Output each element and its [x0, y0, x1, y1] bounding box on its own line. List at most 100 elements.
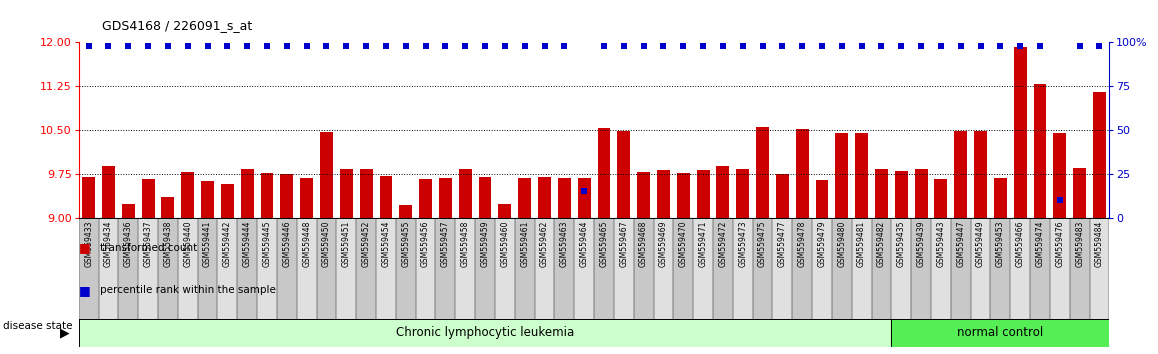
- Bar: [1090, 218, 1109, 319]
- Bar: [455, 218, 475, 319]
- Text: GSM559459: GSM559459: [481, 221, 490, 267]
- Text: GSM559456: GSM559456: [422, 221, 430, 267]
- Bar: [360, 169, 373, 218]
- Bar: [831, 218, 852, 319]
- Text: GSM559464: GSM559464: [580, 221, 588, 267]
- Text: GSM559449: GSM559449: [976, 221, 985, 267]
- Point: [615, 43, 633, 49]
- Bar: [875, 169, 888, 218]
- Point: [119, 43, 138, 49]
- Bar: [694, 218, 713, 319]
- Point: [515, 43, 534, 49]
- Text: GSM559447: GSM559447: [957, 221, 966, 267]
- Bar: [931, 218, 951, 319]
- Point: [911, 43, 930, 49]
- Point: [218, 43, 236, 49]
- Bar: [475, 218, 494, 319]
- Bar: [772, 218, 792, 319]
- Text: GSM559445: GSM559445: [263, 221, 271, 267]
- Bar: [1054, 133, 1067, 218]
- Bar: [182, 172, 195, 218]
- Point: [892, 43, 910, 49]
- Text: disease state: disease state: [3, 321, 73, 331]
- Point: [1090, 43, 1108, 49]
- Text: GSM559480: GSM559480: [837, 221, 846, 267]
- Point: [635, 43, 653, 49]
- Point: [198, 43, 217, 49]
- Bar: [717, 166, 730, 218]
- Bar: [435, 218, 455, 319]
- Bar: [915, 169, 928, 218]
- Bar: [753, 218, 772, 319]
- Point: [555, 43, 573, 49]
- Bar: [574, 218, 594, 319]
- Text: GSM559475: GSM559475: [758, 221, 767, 267]
- Bar: [320, 132, 334, 218]
- Bar: [555, 218, 574, 319]
- Text: GSM559454: GSM559454: [381, 221, 390, 267]
- Text: GSM559478: GSM559478: [798, 221, 807, 267]
- Point: [278, 43, 296, 49]
- Bar: [558, 178, 571, 218]
- Bar: [1073, 168, 1086, 218]
- Bar: [79, 218, 98, 319]
- Bar: [676, 173, 690, 218]
- Bar: [855, 133, 868, 218]
- Point: [972, 43, 990, 49]
- Text: GSM559479: GSM559479: [818, 221, 827, 267]
- Bar: [538, 177, 551, 218]
- Text: Chronic lymphocytic leukemia: Chronic lymphocytic leukemia: [396, 326, 574, 339]
- Bar: [277, 218, 296, 319]
- Bar: [792, 218, 812, 319]
- Bar: [357, 218, 376, 319]
- Bar: [657, 170, 669, 218]
- Text: GSM559440: GSM559440: [183, 221, 192, 267]
- Bar: [1050, 218, 1070, 319]
- Text: normal control: normal control: [958, 326, 1043, 339]
- Point: [1050, 198, 1069, 203]
- Text: GSM559436: GSM559436: [124, 221, 133, 267]
- Point: [753, 43, 771, 49]
- Bar: [1034, 84, 1047, 218]
- Point: [932, 43, 951, 49]
- Bar: [439, 178, 452, 218]
- Point: [337, 43, 356, 49]
- Bar: [396, 218, 416, 319]
- Bar: [796, 129, 808, 218]
- Bar: [138, 218, 157, 319]
- Point: [535, 43, 554, 49]
- Text: GSM559438: GSM559438: [163, 221, 173, 267]
- Bar: [637, 172, 650, 218]
- Bar: [598, 129, 610, 218]
- Point: [713, 43, 732, 49]
- Bar: [895, 171, 908, 218]
- Bar: [852, 218, 872, 319]
- Text: GSM559434: GSM559434: [104, 221, 113, 267]
- Text: GSM559467: GSM559467: [620, 221, 629, 267]
- Bar: [713, 218, 733, 319]
- Text: GSM559457: GSM559457: [441, 221, 450, 267]
- Point: [595, 43, 614, 49]
- Bar: [201, 181, 214, 218]
- Bar: [118, 218, 138, 319]
- Point: [733, 43, 752, 49]
- Bar: [812, 218, 831, 319]
- Bar: [218, 218, 237, 319]
- Point: [100, 43, 118, 49]
- Text: GSM559474: GSM559474: [1035, 221, 1045, 267]
- Point: [872, 43, 891, 49]
- Bar: [1031, 218, 1050, 319]
- Point: [80, 43, 98, 49]
- Text: GSM559437: GSM559437: [144, 221, 153, 267]
- Point: [159, 43, 177, 49]
- Text: GSM559466: GSM559466: [1016, 221, 1025, 267]
- Text: GSM559472: GSM559472: [718, 221, 727, 267]
- Bar: [316, 218, 336, 319]
- Point: [178, 43, 197, 49]
- Bar: [300, 178, 313, 218]
- Point: [991, 43, 1010, 49]
- Bar: [815, 180, 828, 218]
- Point: [674, 43, 692, 49]
- Text: GSM559465: GSM559465: [600, 221, 608, 267]
- Text: GSM559470: GSM559470: [679, 221, 688, 267]
